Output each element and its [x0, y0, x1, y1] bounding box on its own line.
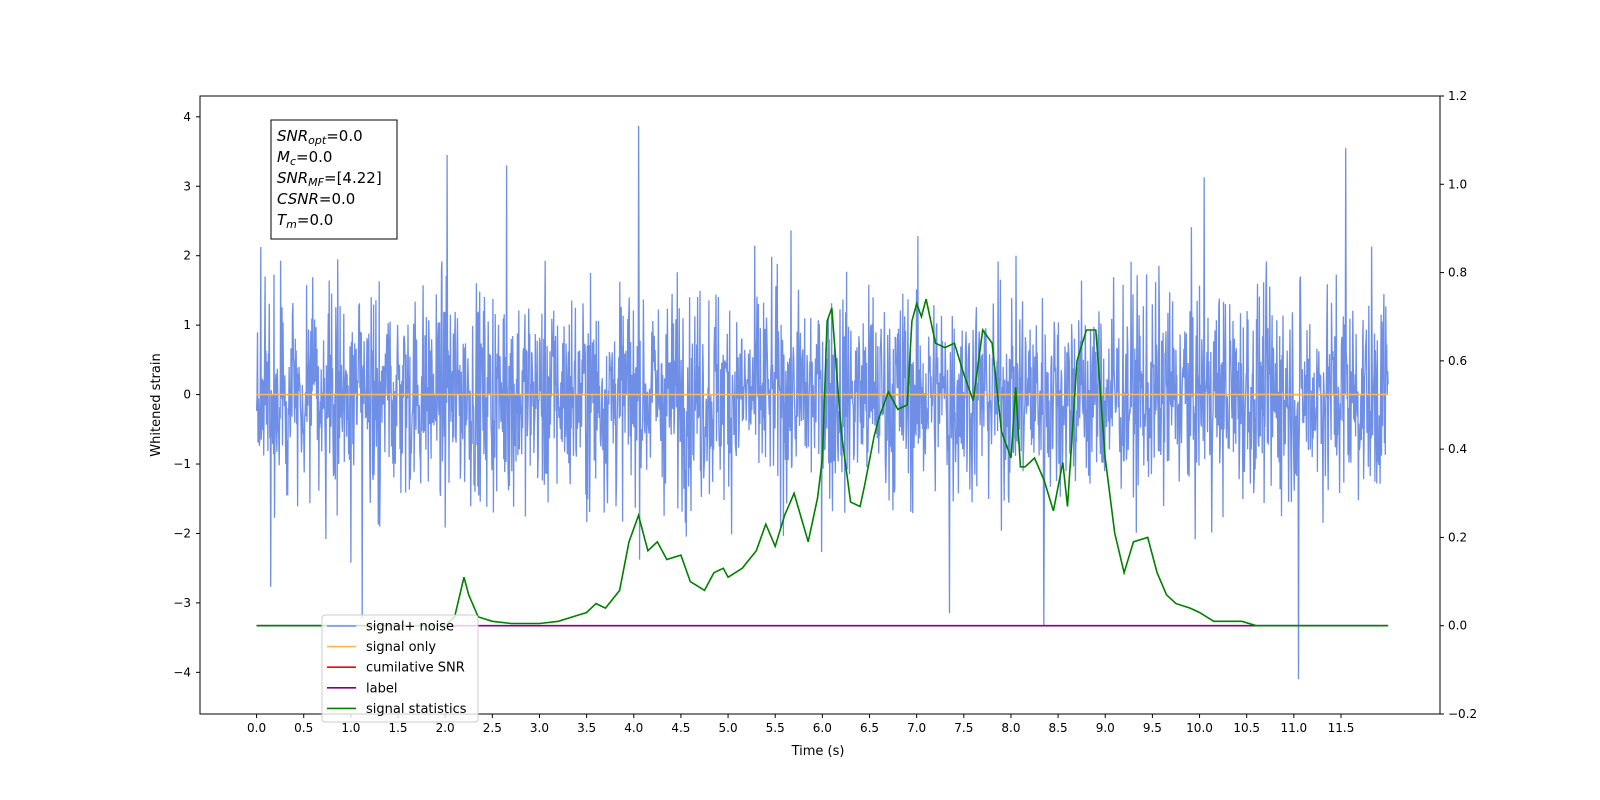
annotation-line: CSNR=0.0: [277, 190, 355, 208]
x-tick-label: 10.5: [1233, 721, 1260, 735]
x-tick-label: 1.0: [341, 721, 360, 735]
x-tick-label: 2.0: [436, 721, 455, 735]
y-tick-label: −4: [173, 665, 191, 679]
x-tick-label: 5.5: [766, 721, 785, 735]
x-tick-label: 6.5: [860, 721, 879, 735]
x-tick-label: 9.0: [1096, 721, 1115, 735]
annotation-line: Mc=0.0: [277, 148, 332, 168]
y2-tick-label: 0.2: [1448, 530, 1467, 544]
x-tick-label: 8.5: [1049, 721, 1068, 735]
y-tick-label: 0: [183, 388, 191, 402]
x-tick-label: 7.5: [954, 721, 973, 735]
legend: signal+ noise signal only cumilative SNR la…: [321, 614, 479, 723]
x-tick-label: 10.0: [1186, 721, 1213, 735]
legend-label: label: [366, 681, 397, 696]
y-axis-label: Whitened strain: [149, 353, 164, 456]
series-signal-noise-line: [255, 125, 1389, 680]
y2-tick-label: 0.8: [1448, 266, 1467, 280]
x-tick-label: 3.5: [577, 721, 596, 735]
x-tick-label: 3.0: [530, 721, 549, 735]
y2-tick-label: 1.2: [1448, 89, 1467, 103]
annotation-line: SNRopt=0.0: [277, 127, 363, 147]
legend-label: signal only: [366, 640, 436, 655]
annotation-line: SNRMF=[4.22]: [277, 169, 382, 189]
y2-tick-label: 0.4: [1448, 442, 1467, 456]
x-tick-label: 11.0: [1280, 721, 1307, 735]
y-tick-label: 4: [183, 110, 191, 124]
x-tick-label: 11.5: [1328, 721, 1355, 735]
y-tick-label: 3: [183, 179, 191, 193]
x-tick-label: 0.5: [294, 721, 313, 735]
x-tick-label: 7.0: [907, 721, 926, 735]
legend-label: signal statistics: [366, 702, 467, 717]
x-tick-label: 4.0: [624, 721, 643, 735]
legend-label: signal+ noise: [366, 620, 454, 635]
x-tick-label: 6.0: [813, 721, 832, 735]
x-tick-label: 4.5: [671, 721, 690, 735]
x-tick-label: 5.0: [719, 721, 738, 735]
series-signal-statistics-line: [256, 298, 1389, 627]
x-tick-label: 8.0: [1001, 721, 1020, 735]
x-axis-label: Time (s): [791, 744, 845, 759]
annotation-frame: [270, 119, 398, 240]
y-tick-label: −3: [173, 596, 191, 610]
y-tick-label: 2: [183, 249, 191, 263]
legend-frame: [321, 614, 479, 723]
y-axis-right: −0.2 0.0 0.2 0.4 0.6 0.8 1.0 1.2: [1440, 89, 1477, 721]
y-tick-label: 1: [183, 318, 191, 332]
x-axis: 0.0 0.5 1.0 1.5 2.0 2.5 3.0 3.5 4.0 4.5 5.0 5.5 6.0 6…: [247, 714, 1354, 735]
y-tick-label: −2: [173, 526, 191, 540]
x-tick-label: 2.5: [483, 721, 502, 735]
y2-tick-label: 0.6: [1448, 354, 1467, 368]
x-tick-label: 1.5: [388, 721, 407, 735]
y-tick-label: −1: [173, 457, 191, 471]
x-tick-label: 0.0: [247, 721, 266, 735]
legend-label: cumilative SNR: [366, 661, 465, 676]
y2-tick-label: 0.0: [1448, 619, 1467, 633]
y-axis-left: −4 −3 −2 −1 0 1 2 3 4: [173, 110, 200, 679]
annotation-line: Tm=0.0: [277, 211, 333, 231]
noise-layer: [255, 125, 1389, 680]
y2-tick-label: 1.0: [1448, 177, 1467, 191]
x-tick-label: 9.5: [1143, 721, 1162, 735]
plot-frame: [199, 95, 1441, 715]
y2-tick-label: −0.2: [1448, 707, 1477, 721]
